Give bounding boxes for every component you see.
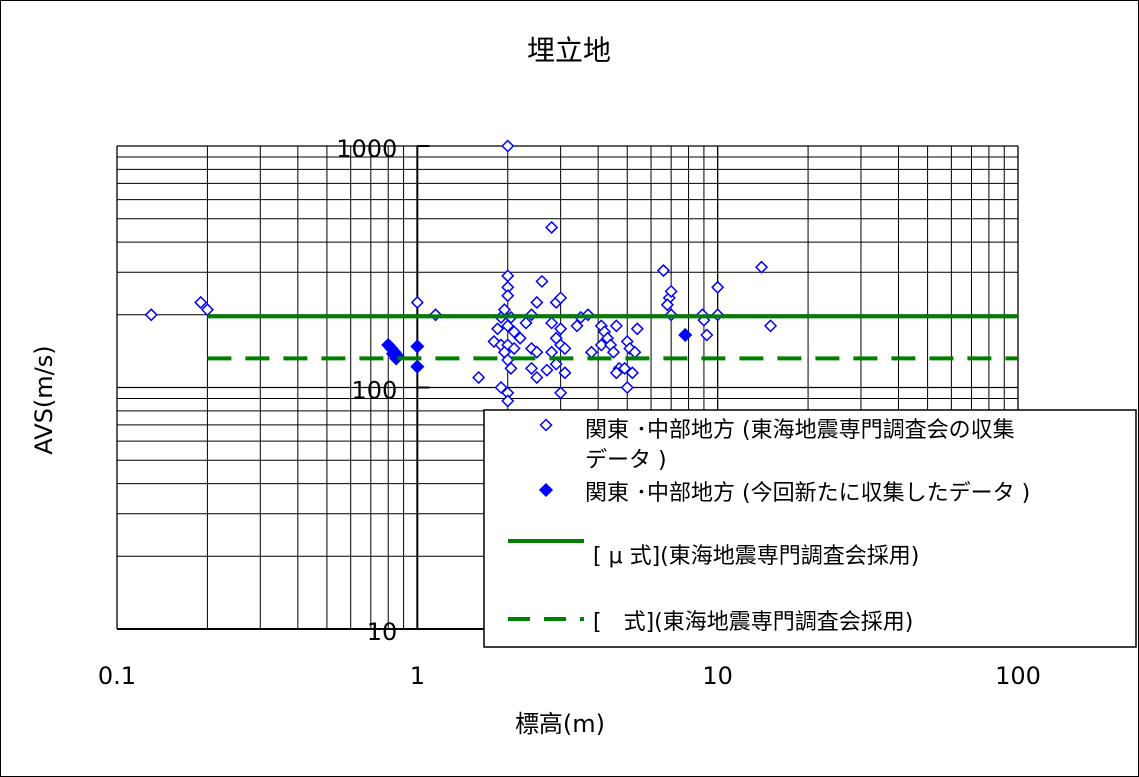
x-tick-label: 100 (995, 662, 1041, 690)
y-tick-label: 10 (367, 618, 398, 646)
point-open (513, 331, 527, 345)
point-open (501, 394, 515, 408)
point-open (540, 363, 554, 377)
axis-layer: 0.1 1 10 100 10 100 1000 (98, 135, 1041, 690)
point-filled (410, 339, 425, 354)
point-filled (410, 359, 425, 374)
point-open (711, 280, 725, 294)
point-open (554, 386, 568, 400)
legend-swatch-marker (538, 482, 554, 498)
point-open (530, 370, 544, 385)
point-open (491, 322, 505, 336)
point-open (618, 361, 632, 375)
y-axis-label: AVS(m/s) (30, 345, 58, 454)
point-open (570, 319, 584, 333)
legend-label: 関東 ･中部地方 (東海地震専門調査会の収集 (585, 418, 1015, 443)
point-open (545, 345, 559, 359)
series-layer (144, 139, 1018, 408)
point-open (524, 361, 539, 375)
point-filled (385, 346, 401, 361)
legend-label: データ ) (585, 448, 667, 473)
point-open (549, 357, 563, 371)
point-open (501, 139, 515, 153)
point-open (494, 380, 508, 395)
point-open (519, 316, 533, 330)
point-open (507, 341, 521, 356)
point-open (501, 289, 515, 303)
point-open (660, 298, 674, 312)
point-open (625, 366, 639, 380)
point-open (763, 319, 778, 333)
y-tick-label: 100 (352, 377, 398, 405)
point-open (507, 325, 521, 339)
point-open (554, 322, 568, 336)
x-tick-label: 10 (702, 662, 733, 690)
point-open (545, 316, 559, 330)
legend-label: [ 式](東海地震専門調査会採用) (593, 610, 913, 635)
x-tick-label: 1 (410, 662, 425, 690)
point-open (656, 263, 671, 278)
point-open (630, 322, 644, 336)
legend-swatch-marker (539, 418, 553, 432)
point-open (558, 341, 572, 356)
point-open (620, 380, 634, 395)
point-open (594, 338, 608, 352)
point-open (472, 370, 486, 385)
point-open (554, 291, 568, 305)
point-open (584, 345, 599, 359)
point-filled (678, 327, 693, 343)
point-open (504, 361, 518, 375)
x-axis-label: 標高(m) (515, 710, 605, 738)
point-open (410, 295, 424, 310)
point-open (530, 345, 544, 359)
point-open (200, 303, 214, 317)
point-open (664, 284, 678, 298)
point-open (530, 295, 544, 310)
point-open (558, 366, 572, 380)
legend-box (483, 409, 1137, 648)
point-open (700, 328, 714, 342)
chart-title: 埋立地 (527, 34, 611, 67)
point-open (754, 260, 769, 274)
legend-label: [ μ 式](東海地震専門調査会採用) (593, 544, 919, 569)
point-open (144, 308, 158, 322)
x-tick-label: 0.1 (98, 662, 136, 690)
point-open (609, 366, 623, 380)
point-open (194, 295, 208, 310)
point-open (545, 220, 559, 235)
y-tick-label: 1000 (336, 135, 397, 163)
point-open (609, 319, 623, 333)
legend-label: 関東 ･中部地方 (今回新たに収集したデータ ) (585, 481, 1030, 506)
point-open (623, 341, 637, 356)
point-open (606, 345, 621, 359)
point-open (535, 274, 549, 288)
point-open (501, 319, 515, 333)
